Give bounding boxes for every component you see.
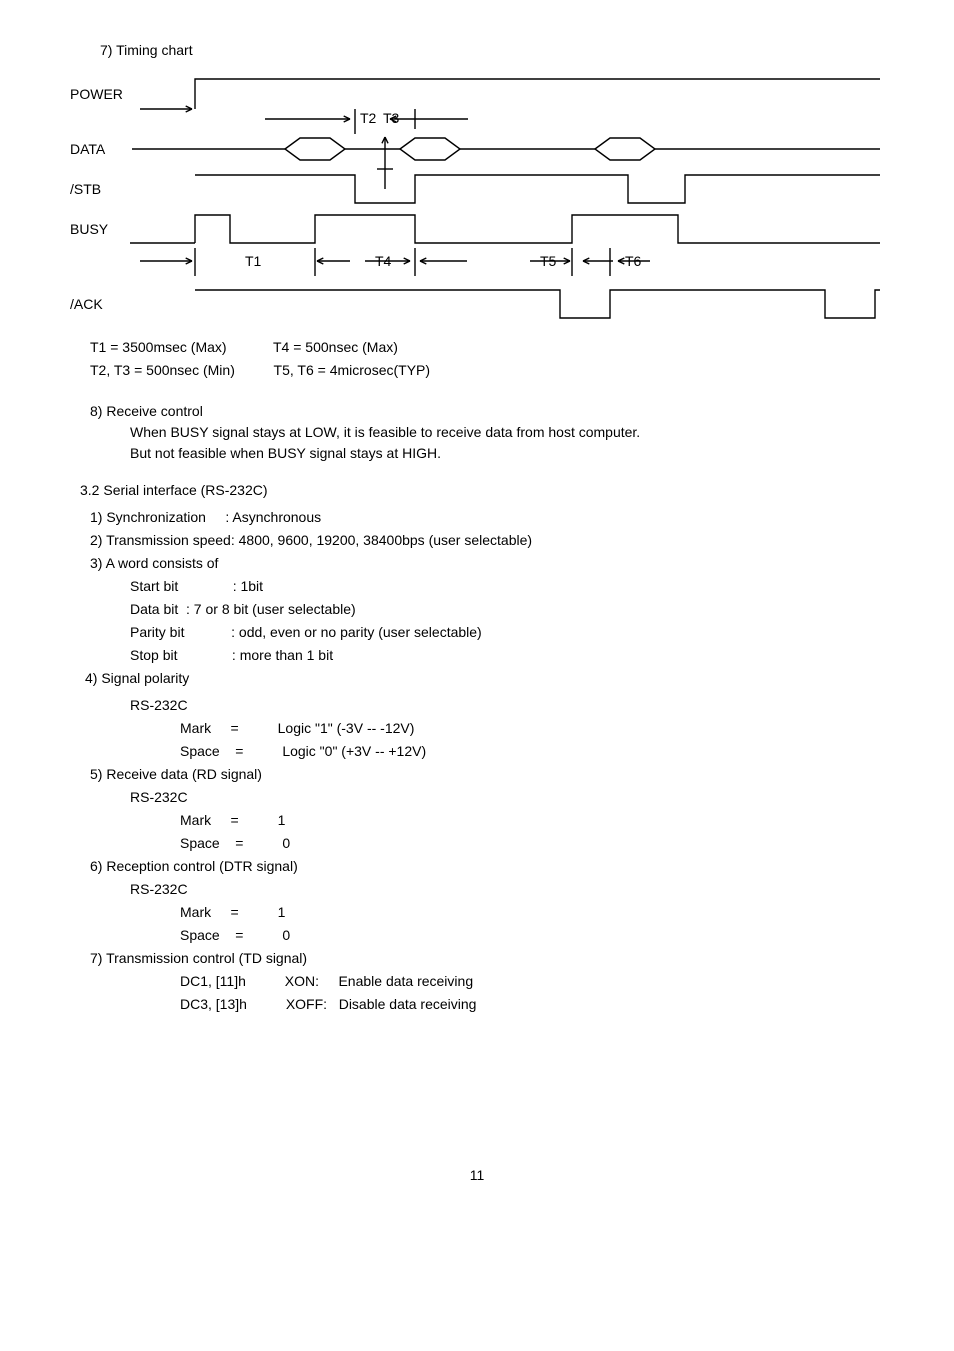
serial-title: 3.2 Serial interface (RS-232C) bbox=[80, 480, 894, 501]
svg-text:T2: T2 bbox=[360, 110, 377, 126]
svg-text:/ACK: /ACK bbox=[70, 296, 103, 312]
receive-control-line1: When BUSY signal stays at LOW, it is fea… bbox=[130, 422, 894, 443]
svg-text:/STB: /STB bbox=[70, 181, 101, 197]
timing-t23-t56: T2, T3 = 500nsec (Min) T5, T6 = 4microse… bbox=[90, 360, 894, 381]
serial-mark-1b: Mark = 1 bbox=[180, 902, 894, 923]
serial-transmission-title: 7) Transmission control (TD signal) bbox=[90, 948, 894, 969]
svg-text:DATA: DATA bbox=[70, 141, 106, 157]
section-title: 7) Timing chart bbox=[100, 40, 894, 61]
svg-text:T1: T1 bbox=[245, 253, 262, 269]
serial-data-bit: Data bit : 7 or 8 bit (user selectable) bbox=[130, 599, 894, 620]
serial-receive-data-title: 5) Receive data (RD signal) bbox=[90, 764, 894, 785]
serial-space-0b: Space = 0 bbox=[180, 925, 894, 946]
timing-values: T1 = 3500msec (Max) T4 = 500nsec (Max) T… bbox=[90, 337, 894, 381]
timing-t1-t4: T1 = 3500msec (Max) T4 = 500nsec (Max) bbox=[90, 337, 894, 358]
svg-text:POWER: POWER bbox=[70, 86, 123, 102]
serial-rs232c-2: RS-232C bbox=[130, 787, 894, 808]
receive-control: 8) Receive control When BUSY signal stay… bbox=[90, 401, 894, 464]
page-number: 11 bbox=[60, 1165, 894, 1186]
serial-word-title: 3) A word consists of bbox=[90, 553, 894, 574]
serial-rs232c-1: RS-232C bbox=[130, 695, 894, 716]
serial-dc3: DC3, [13]h XOFF: Disable data receiving bbox=[180, 994, 894, 1015]
receive-control-title: 8) Receive control bbox=[90, 401, 894, 422]
svg-text:BUSY: BUSY bbox=[70, 221, 109, 237]
receive-control-line2: But not feasible when BUSY signal stays … bbox=[130, 443, 894, 464]
serial-speed: 2) Transmission speed: 4800, 9600, 19200… bbox=[90, 530, 894, 551]
serial-reception-title: 6) Reception control (DTR signal) bbox=[90, 856, 894, 877]
serial-stop-bit: Stop bit : more than 1 bit bbox=[130, 645, 894, 666]
serial-rs232c-3: RS-232C bbox=[130, 879, 894, 900]
serial-parity-bit: Parity bit : odd, even or no parity (use… bbox=[130, 622, 894, 643]
serial-space-0a: Space = 0 bbox=[180, 833, 894, 854]
serial-mark-1a: Mark = 1 bbox=[180, 810, 894, 831]
serial-mark-logic1: Mark = Logic "1" (-3V -- -12V) bbox=[180, 718, 894, 739]
timing-chart: POWERDATA/STBBUSY/ACKT2T3T1T4T5T6 bbox=[70, 69, 894, 325]
serial-sync: 1) Synchronization : Asynchronous bbox=[90, 507, 894, 528]
serial-dc1: DC1, [11]h XON: Enable data receiving bbox=[180, 971, 894, 992]
serial-space-logic0: Space = Logic "0" (+3V -- +12V) bbox=[180, 741, 894, 762]
serial-polarity-title: 4) Signal polarity bbox=[85, 668, 894, 689]
serial-start-bit: Start bit : 1bit bbox=[130, 576, 894, 597]
